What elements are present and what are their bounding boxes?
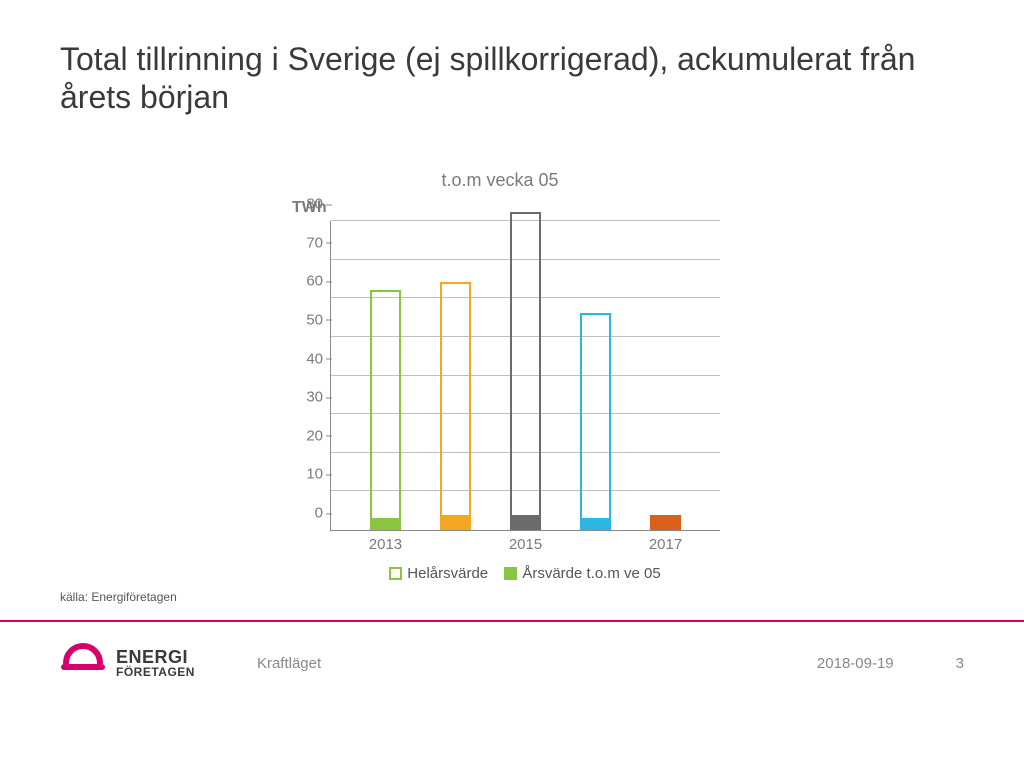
brand-logo-text: ENERGI FÖRETAGEN [116,648,195,678]
y-tick-label: 10 [306,466,331,483]
y-tick-label: 40 [306,350,331,367]
bar-solid [580,518,611,530]
y-tick-label: 30 [306,389,331,406]
bar-solid [510,515,541,531]
y-tick-label: 0 [315,505,331,522]
x-tick-label: 2013 [369,530,402,553]
source-text: källa: Energiföretagen [60,590,177,604]
x-tick-label: 2015 [509,530,542,553]
footer: ENERGI FÖRETAGEN Kraftläget 2018-09-19 3 [60,640,964,686]
footer-divider [0,620,1024,622]
chart-container: t.o.m vecka 05 TWh 010203040506070802013… [280,170,720,584]
bar-hollow [580,313,611,530]
x-tick-label: 2017 [649,530,682,553]
brand-logo-icon [60,640,106,686]
y-tick-label: 70 [306,234,331,251]
bar-hollow [370,290,401,530]
chart-legend: Helårsvärde Årsvärde t.o.m ve 05 [330,565,720,584]
bar-solid [650,515,681,531]
brand-logo: ENERGI FÖRETAGEN [60,640,195,686]
footer-page-number: 3 [956,655,964,672]
legend-swatch-hollow [389,567,402,580]
legend-item-solid: Årsvärde t.o.m ve 05 [504,565,660,582]
y-tick-label: 20 [306,427,331,444]
bar-solid [370,518,401,530]
legend-swatch-solid [504,567,517,580]
brand-name-top: ENERGI [116,648,195,666]
chart-plot: 01020304050607080201320152017 [330,221,720,531]
y-tick-label: 50 [306,311,331,328]
legend-label-solid: Årsvärde t.o.m ve 05 [522,565,660,582]
brand-name-bottom: FÖRETAGEN [116,666,195,678]
chart-subtitle: t.o.m vecka 05 [280,170,720,191]
y-tick-label: 60 [306,273,331,290]
footer-center-text: Kraftläget [217,655,795,672]
slide-title: Total tillrinning i Sverige (ej spillkor… [60,40,964,117]
legend-item-hollow: Helårsvärde [389,565,488,582]
y-tick-label: 80 [306,196,331,213]
bar-solid [440,515,471,531]
bar-hollow [440,282,471,530]
footer-date: 2018-09-19 [817,655,894,672]
bar-hollow [510,212,541,530]
y-axis-title: TWh [292,199,720,217]
legend-label-hollow: Helårsvärde [407,565,488,582]
